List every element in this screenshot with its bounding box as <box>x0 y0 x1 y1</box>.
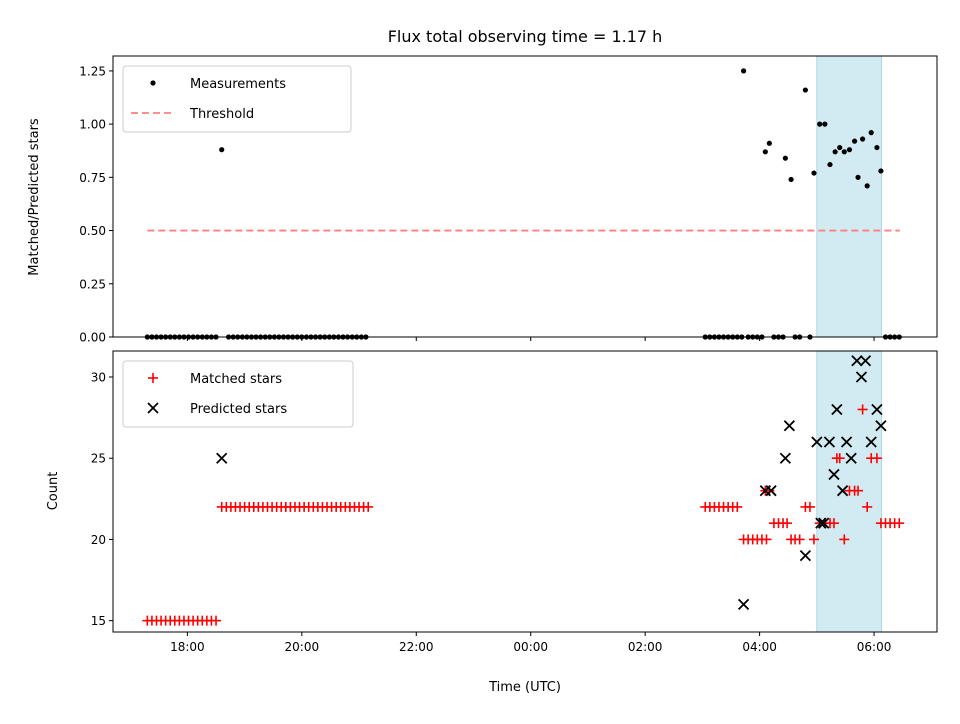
top-y-tick-label: 0.50 <box>79 224 106 238</box>
bottom-predicted-point <box>836 485 849 497</box>
top-measurement-point <box>766 140 772 146</box>
bottom-matched-point <box>808 534 819 545</box>
bottom-matched-point <box>862 501 873 512</box>
bottom-matched-point <box>871 453 882 464</box>
bottom-predicted-point <box>765 485 777 497</box>
top-y-tick-label: 0.25 <box>79 277 106 291</box>
bottom-legend-box <box>122 360 354 428</box>
top-measurement-point <box>874 144 880 151</box>
chart-title: Flux total observing time = 1.17 h <box>388 27 663 46</box>
x-tick-label: 18:00 <box>170 640 205 654</box>
top-y-axis-label: Matched/Predicted stars <box>27 118 42 276</box>
top-measurement-point <box>782 155 788 161</box>
bottom-predicted-point <box>845 452 857 464</box>
top-y-tick-label: 1.00 <box>79 118 106 132</box>
bottom-predicted-point <box>865 436 877 448</box>
bottom-matched-point <box>732 501 743 512</box>
bottom-axes-frame <box>112 350 938 633</box>
top-measurement-point <box>868 130 874 136</box>
bottom-y-tick-label: 25 <box>91 452 106 466</box>
bottom-predicted-point <box>737 598 750 611</box>
top-measurement-point <box>832 149 838 155</box>
bottom-predicted-point <box>859 355 872 367</box>
bottom-legend-marker <box>148 373 158 383</box>
bottom-legend: Matched stars Predicted stars <box>122 360 354 428</box>
top-measurement-point <box>740 68 747 74</box>
bottom-predicted-point <box>823 436 836 448</box>
top-measurement-point <box>762 149 768 155</box>
x-tick-label: 06:00 <box>857 640 892 654</box>
bottom-y-tick-label: 30 <box>91 370 106 384</box>
top-legend-label: Measurements <box>190 77 286 92</box>
top-measurement-point <box>837 144 843 151</box>
bottom-predicted-point <box>216 452 228 464</box>
bottom-predicted-point <box>799 550 812 562</box>
bottom-predicted-point <box>815 517 827 529</box>
top-measurement-point <box>811 170 817 176</box>
bottom-predicted-point <box>818 517 830 529</box>
bottom-matched-point <box>894 518 905 529</box>
top-y-tick-label: 0.75 <box>79 171 106 185</box>
top-measurement-point <box>822 121 828 127</box>
top-measurement-point <box>817 121 823 127</box>
top-y-tick-label: 0.00 <box>79 331 106 345</box>
top-legend-label: Threshold <box>189 107 254 122</box>
bottom-y-tick-label: 20 <box>91 533 106 547</box>
top-legend-box <box>122 65 352 133</box>
bottom-matched-point <box>834 453 845 464</box>
top-legend-marker <box>150 80 156 86</box>
bottom-predicted-point <box>783 420 796 432</box>
bottom-predicted-point <box>828 468 840 481</box>
bottom-matched-point <box>829 518 839 529</box>
top-measurement-point <box>788 176 794 183</box>
bottom-predicted-point <box>811 436 823 448</box>
bottom-predicted-point <box>855 371 868 383</box>
bottom-predicted-point <box>831 403 843 416</box>
bottom-matched-point <box>363 501 374 512</box>
x-axis-label: Time (UTC) <box>488 680 561 695</box>
top-measurement-point <box>802 87 808 93</box>
bottom-predicted-point <box>840 436 853 448</box>
top-measurement-point <box>864 183 870 189</box>
x-tick-label: 00:00 <box>513 640 548 654</box>
x-tick-label: 04:00 <box>742 640 777 654</box>
bottom-matched-point <box>761 534 772 545</box>
bottom-legend-label: Predicted stars <box>190 402 287 417</box>
bottom-y-axis-label: Count <box>46 472 61 511</box>
bottom-predicted-point <box>779 452 791 464</box>
bottom-predicted-point <box>851 355 863 367</box>
top-panel: 0.00 0.25 0.50 0.75 1.00 1.25 Measurements Thre… <box>79 55 938 345</box>
bottom-y-tick-label: 15 <box>91 614 106 628</box>
bottom-matched-point <box>839 534 850 545</box>
top-measurement-point <box>852 138 858 144</box>
top-legend: Measurements Threshold <box>122 65 352 133</box>
top-measurement-point <box>219 147 225 153</box>
bottom-panel: 15 20 25 30 18:00 20:00 22:00 00:00 02:00 04:00 06… <box>91 350 938 654</box>
top-measurement-point <box>860 136 866 142</box>
x-tick-label: 20:00 <box>285 640 320 654</box>
bottom-matched-point <box>857 404 868 415</box>
top-measurement-point <box>841 149 847 155</box>
bottom-predicted-point <box>871 403 883 416</box>
bottom-matched-point <box>853 485 864 496</box>
top-measurement-point <box>846 147 853 153</box>
bottom-legend-marker <box>147 402 159 414</box>
x-tick-label: 22:00 <box>399 640 434 654</box>
top-axes-frame <box>112 55 938 338</box>
bottom-predicted-point <box>875 420 887 432</box>
bottom-matched-point <box>794 534 805 545</box>
top-y-tick-label: 1.25 <box>79 64 106 78</box>
top-measurement-point <box>878 168 884 174</box>
bottom-legend-label: Matched stars <box>190 372 282 387</box>
top-shaded-span <box>816 55 882 338</box>
bottom-matched-point <box>804 501 815 512</box>
top-measurement-point <box>827 161 833 168</box>
bottom-matched-point <box>782 518 793 529</box>
x-tick-label: 02:00 <box>628 640 663 654</box>
bottom-matched-point <box>211 615 221 626</box>
top-measurement-point <box>855 174 861 180</box>
